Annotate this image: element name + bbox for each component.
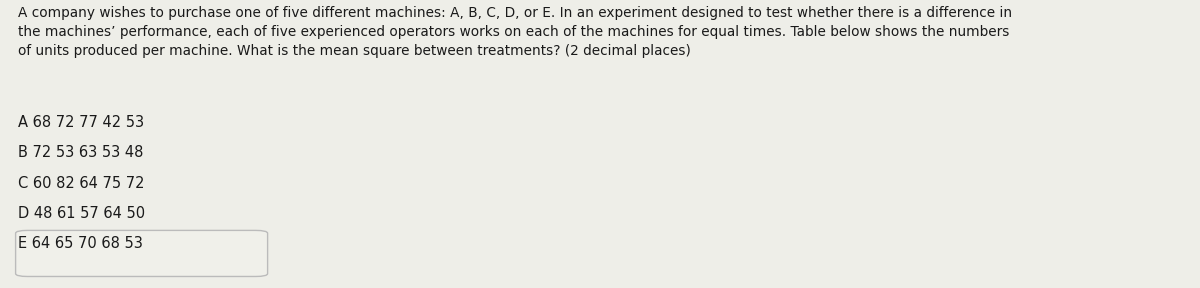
Text: A company wishes to purchase one of five different machines: A, B, C, D, or E. I: A company wishes to purchase one of five… — [18, 6, 1012, 58]
Text: A 68 72 77 42 53: A 68 72 77 42 53 — [18, 115, 144, 130]
Text: C 60 82 64 75 72: C 60 82 64 75 72 — [18, 176, 144, 191]
Text: E 64 65 70 68 53: E 64 65 70 68 53 — [18, 236, 143, 251]
FancyBboxPatch shape — [16, 230, 268, 276]
Text: D 48 61 57 64 50: D 48 61 57 64 50 — [18, 206, 145, 221]
Text: B 72 53 63 53 48: B 72 53 63 53 48 — [18, 145, 143, 160]
